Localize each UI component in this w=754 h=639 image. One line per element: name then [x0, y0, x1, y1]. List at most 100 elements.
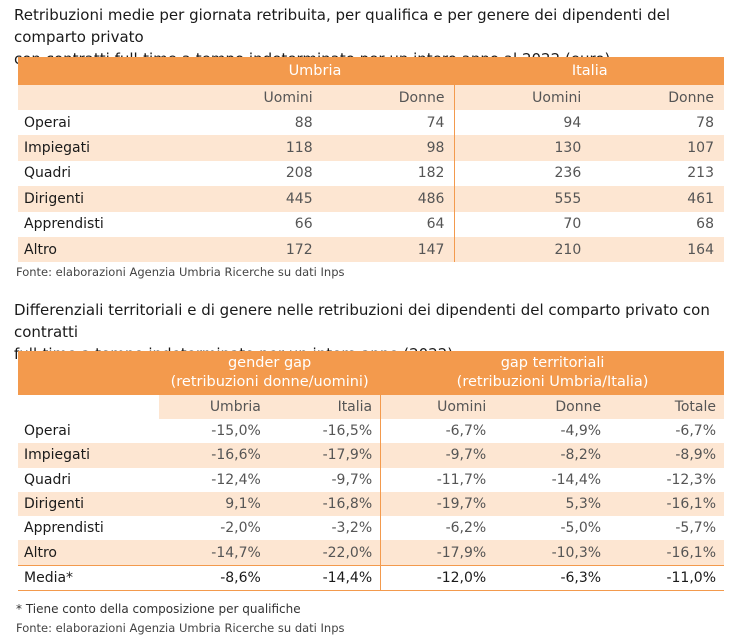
- table2-title-line1: Differenziali territoriali e di genere n…: [14, 301, 710, 341]
- cell: 213: [687, 165, 714, 182]
- row-label: Operai: [24, 114, 71, 131]
- cell: 94: [563, 114, 582, 131]
- group-subtitle: (retribuzioni donne/uomini): [170, 374, 369, 390]
- table-row: Dirigenti 445 486 555 461: [18, 186, 724, 212]
- row-label: Quadri: [24, 471, 72, 488]
- table-row: Dirigenti 9,1% -16,8% -19,7% 5,3% -16,1%: [18, 491, 724, 517]
- table2-subheader: Totale: [609, 395, 724, 419]
- table-row: Operai 88 74 94 78: [18, 110, 724, 136]
- table1-subheader-row: Uomini Donne Uomini Donne: [18, 85, 724, 110]
- cell: -16,1%: [609, 491, 724, 517]
- table1-subheader: Donne: [591, 85, 724, 110]
- table1-title-line1: Retribuzioni medie per giornata retribui…: [14, 6, 671, 46]
- table-row: Impiegati 118 98 130 107: [18, 135, 724, 161]
- cell: 210: [454, 236, 592, 263]
- cell: -6,7%: [675, 423, 716, 440]
- table2: gender gap (retribuzioni donne/uomini) g…: [18, 351, 724, 592]
- table2-group-territorial-gap: gap territoriali (retribuzioni Umbria/It…: [380, 351, 724, 395]
- cell: -2,0%: [220, 520, 261, 537]
- cell: -14,4%: [551, 471, 602, 488]
- cell: -12,4%: [211, 471, 261, 488]
- table-row: Impiegati -16,6% -17,9% -9,7% -8,2% -8,9…: [18, 443, 724, 468]
- row-label: Altro: [18, 236, 176, 263]
- cell: -17,9%: [268, 443, 382, 468]
- group-title: gap territoriali: [500, 355, 605, 371]
- row-label: Quadri: [24, 165, 72, 182]
- table2-source: Fonte: elaborazioni Agenzia Umbria Ricer…: [16, 621, 345, 635]
- row-label: Dirigenti: [18, 491, 160, 517]
- cell: -17,9%: [380, 540, 495, 566]
- cell: -16,5%: [268, 419, 382, 444]
- table2-subheader-row: Umbria Italia Uomini Donne Totale: [18, 395, 724, 419]
- cell: 486: [322, 186, 456, 212]
- table-row: Altro -14,7% -22,0% -17,9% -10,3% -16,1%: [18, 540, 724, 566]
- cell: -14,7%: [159, 540, 269, 566]
- cell: -6,2%: [445, 520, 487, 537]
- row-label: Impiegati: [18, 443, 160, 468]
- cell: -19,7%: [380, 491, 495, 517]
- cell: -9,7%: [268, 467, 382, 492]
- cell: 208: [285, 165, 313, 182]
- table2-group-header-row: gender gap (retribuzioni donne/uomini) g…: [18, 351, 724, 395]
- table1-group-italia: Italia: [454, 57, 724, 85]
- row-label: Apprendisti: [24, 520, 104, 537]
- table1-group-header-row: Umbria Italia: [18, 57, 724, 85]
- group-title: gender gap: [227, 355, 312, 371]
- cell: 118: [175, 135, 323, 161]
- cell: -16,6%: [159, 443, 269, 468]
- cell: -8,2%: [494, 443, 610, 468]
- table2-subheader: Umbria: [159, 395, 269, 419]
- table-row-media: Media* -8,6% -14,4% -12,0% -6,3% -11,0%: [18, 564, 724, 592]
- cell: -5,7%: [675, 520, 716, 537]
- cell: 172: [175, 236, 323, 263]
- table-row: Altro 172 147 210 164: [18, 236, 724, 263]
- cell: -11,0%: [609, 564, 724, 592]
- cell: -14,4%: [268, 564, 382, 592]
- row-label: Altro: [18, 540, 160, 566]
- table1-subheader: Uomini: [175, 85, 323, 110]
- table2-corner: [18, 351, 160, 395]
- cell: 70: [563, 216, 582, 233]
- table2-subheader: Uomini: [380, 395, 495, 419]
- cell: 88: [294, 114, 313, 131]
- cell: 98: [322, 135, 456, 161]
- table-row: Apprendisti 66 64 70 68: [18, 211, 724, 237]
- row-label: Media*: [18, 564, 160, 592]
- cell: 555: [454, 186, 592, 212]
- table2-subheader-blank: [18, 395, 160, 419]
- cell: -16,8%: [268, 491, 382, 517]
- group-subtitle: (retribuzioni Umbria/Italia): [456, 374, 649, 390]
- cell: 5,3%: [494, 491, 610, 517]
- cell: 461: [591, 186, 724, 212]
- table1-group-umbria: Umbria: [175, 57, 456, 85]
- cell: -3,2%: [268, 516, 382, 541]
- cell: 66: [294, 216, 313, 233]
- cell: 236: [554, 165, 582, 182]
- cell: -22,0%: [268, 540, 382, 566]
- table2-group-gender-gap: gender gap (retribuzioni donne/uomini): [159, 351, 382, 395]
- cell: -12,0%: [380, 564, 495, 592]
- cell: 9,1%: [159, 491, 269, 517]
- cell: 130: [454, 135, 592, 161]
- cell: 182: [322, 160, 456, 187]
- table1-subheader: Donne: [322, 85, 456, 110]
- cell: 78: [696, 114, 714, 131]
- table1-subheader-blank: [18, 85, 176, 110]
- table-row: Quadri -12,4% -9,7% -11,7% -14,4% -12,3%: [18, 467, 724, 492]
- table2-note: * Tiene conto della composizione per qua…: [16, 602, 301, 616]
- cell: -12,3%: [666, 471, 716, 488]
- cell: -15,0%: [211, 423, 261, 440]
- cell: -16,1%: [609, 540, 724, 566]
- table-row: Apprendisti -2,0% -3,2% -6,2% -5,0% -5,7…: [18, 516, 724, 541]
- table-row: Operai -15,0% -16,5% -6,7% -4,9% -6,7%: [18, 419, 724, 444]
- row-label: Dirigenti: [18, 186, 176, 212]
- cell: -5,0%: [560, 520, 602, 537]
- cell: -9,7%: [380, 443, 495, 468]
- cell: -6,3%: [494, 564, 610, 592]
- table-row: Quadri 208 182 236 213: [18, 160, 724, 187]
- cell: 147: [322, 236, 456, 263]
- row-label: Apprendisti: [24, 216, 104, 233]
- cell: 164: [591, 236, 724, 263]
- cell: -6,7%: [445, 423, 487, 440]
